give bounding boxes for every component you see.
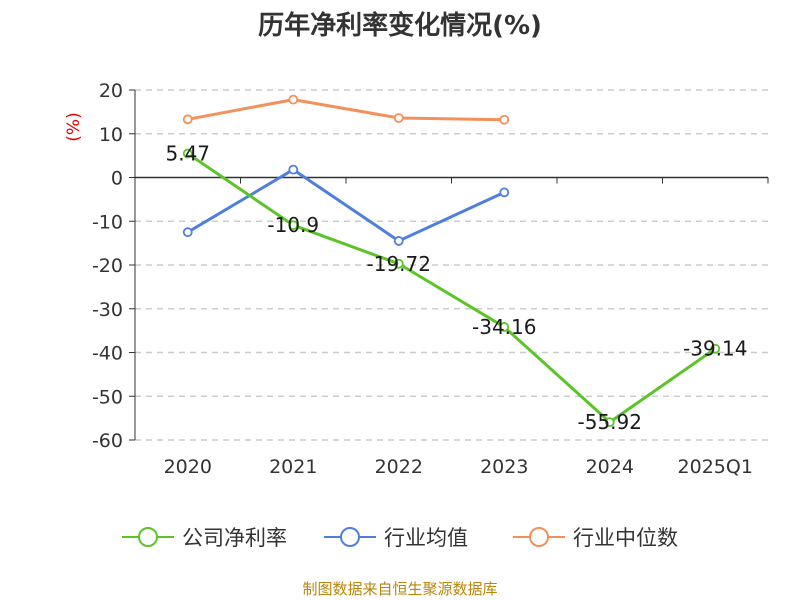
grid-lines (135, 89, 768, 441)
data-label: 5.47 (165, 142, 210, 166)
chart-title: 历年净利率变化情况(%) (258, 10, 542, 41)
legend-marker (529, 527, 549, 547)
data-label: -19.72 (367, 252, 431, 276)
y-tick-label: -40 (92, 343, 123, 365)
y-tick-label: -30 (92, 299, 123, 321)
x-tick-label: 2023 (480, 456, 528, 478)
data-label: -10.9 (267, 213, 319, 237)
data-point (393, 258, 404, 269)
y-tick-label: -50 (92, 386, 123, 408)
legend-label: 公司净利率 (182, 526, 287, 550)
x-tick-label: 2021 (269, 456, 317, 478)
data-point (393, 113, 404, 123)
x-tick-label: 2024 (586, 456, 634, 478)
legend-label: 行业均值 (384, 526, 468, 550)
data-point (288, 164, 299, 175)
data-label: -39.14 (683, 337, 747, 361)
y-tick-label: 20 (99, 80, 123, 102)
data-point (710, 343, 721, 354)
y-tick-label: 10 (99, 124, 123, 146)
y-tick-label: 0 (111, 168, 123, 190)
data-point (288, 220, 299, 231)
data-point (604, 417, 615, 428)
legend: 公司净利率 行业均值 行业中位数 (122, 526, 678, 550)
data-point (182, 148, 193, 159)
data-point (182, 114, 193, 125)
x-tick-label: 2022 (375, 456, 423, 478)
legend-label: 行业中位数 (573, 526, 678, 550)
series-line (186, 168, 505, 243)
y-axis-unit: (%) (64, 112, 84, 141)
data-point (288, 94, 299, 105)
x-tick-label: 2020 (164, 456, 212, 478)
axes: 20 10 0 -10 -20 -30 -40 -50 -60 2020 2021 2022 2023 2… (92, 80, 769, 478)
legend-marker (340, 527, 360, 547)
data-point (393, 236, 404, 246)
data-point (499, 187, 510, 198)
legend-marker (138, 527, 158, 547)
data-point (499, 114, 510, 125)
source-note: 制图数据来自恒生聚源数据库 (302, 580, 497, 598)
series-line (187, 98, 505, 122)
y-tick-label: -60 (92, 430, 123, 452)
data-point (182, 227, 193, 238)
y-tick-label: -20 (92, 255, 123, 277)
y-tick-label: -10 (92, 211, 123, 233)
data-label: -55.92 (578, 410, 642, 434)
x-tick-label: 2025Q1 (678, 456, 753, 478)
data-point (499, 322, 510, 332)
data-labels: 5.47 -10.9 -19.72 -34.16 -55.92 -39.14 (165, 142, 747, 435)
series-line (186, 152, 717, 424)
data-label: -34.16 (472, 315, 536, 339)
series-lines (182, 94, 721, 428)
